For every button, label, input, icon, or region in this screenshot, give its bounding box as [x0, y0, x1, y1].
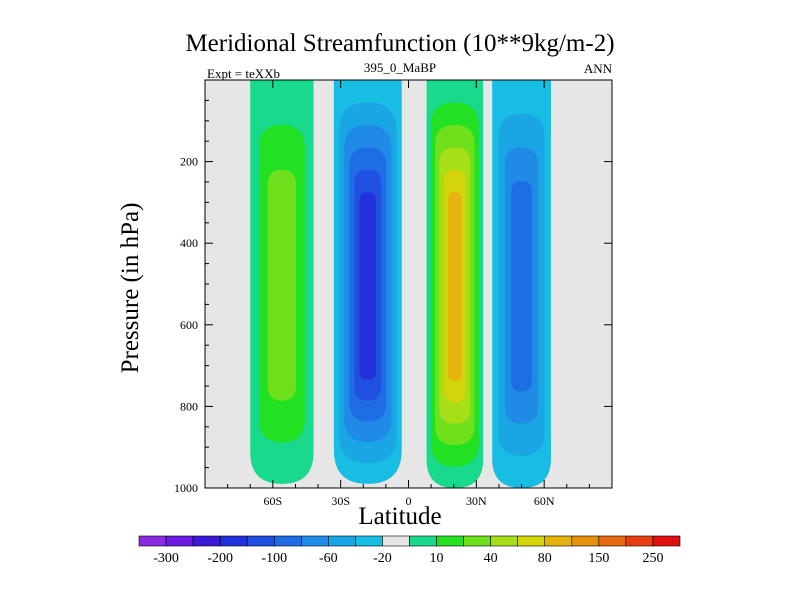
colorbar-label: 10	[430, 551, 444, 566]
colorbar-label: 80	[538, 551, 552, 566]
colorbar-swatch	[138, 535, 167, 547]
colorbar-swatch	[382, 535, 410, 547]
x-axis: 60S 30S 0 30N 60N	[227, 80, 590, 508]
colorbar-swatch	[517, 535, 546, 547]
colorbar-swatch	[355, 535, 383, 547]
colorbar-swatch	[273, 535, 302, 547]
colorbar-label: -200	[207, 551, 233, 566]
contour-band-0-2	[267, 169, 296, 401]
contour-band-3-3	[511, 180, 532, 392]
colorbar-swatch	[490, 535, 518, 547]
x-tick-label: 30N	[466, 494, 487, 508]
colorbar-swatch	[571, 535, 600, 547]
colorbar-swatch	[625, 535, 654, 547]
colorbar-swatch	[409, 535, 437, 547]
contour-fills	[250, 80, 551, 488]
colorbar-swatch	[436, 535, 464, 547]
chart-title: Meridional Streamfunction (10**9kg/m-2)	[185, 30, 615, 57]
x-tick-label: 0	[406, 494, 412, 508]
colorbar-swatch	[328, 535, 356, 547]
season-label: ANN	[583, 61, 612, 76]
colorbar-swatch	[219, 535, 248, 547]
x-tick-label: 60N	[534, 494, 555, 508]
x-tick-label: 30S	[331, 494, 350, 508]
y-axis: 200 400 600 800 1000	[174, 99, 612, 495]
colorbar-swatch	[598, 535, 627, 547]
contour-band-1-5	[359, 192, 377, 380]
colorbar-swatch	[544, 535, 573, 547]
colorbar-label: -300	[153, 551, 179, 566]
colorbar-swatch	[300, 535, 329, 547]
colorbar-label: -100	[261, 551, 287, 566]
colorbar: -300 -200 -100 -60 -20 10 40 80 150 250	[138, 535, 681, 566]
x-axis-label: Latitude	[358, 503, 442, 530]
colorbar-label: 250	[642, 551, 663, 566]
time-period-label: 395_0_MaBP	[363, 60, 437, 75]
colorbar-swatch	[463, 535, 491, 547]
colorbar-swatch	[165, 535, 194, 547]
contour-band-2-5	[448, 192, 462, 381]
colorbar-label: -20	[373, 551, 392, 566]
y-tick-label: 200	[180, 155, 198, 169]
colorbar-swatch	[246, 535, 275, 547]
y-tick-label: 1000	[174, 481, 198, 495]
colorbar-swatch	[652, 535, 681, 547]
colorbar-label: 40	[484, 551, 498, 566]
y-tick-label: 400	[180, 236, 198, 250]
experiment-label: Expt = teXXb	[207, 66, 281, 81]
colorbar-label: 150	[588, 551, 609, 566]
colorbar-swatch	[192, 535, 221, 547]
y-tick-label: 800	[180, 399, 198, 413]
y-tick-label: 600	[180, 318, 198, 332]
x-tick-label: 60S	[263, 494, 282, 508]
colorbar-label: -60	[319, 551, 338, 566]
